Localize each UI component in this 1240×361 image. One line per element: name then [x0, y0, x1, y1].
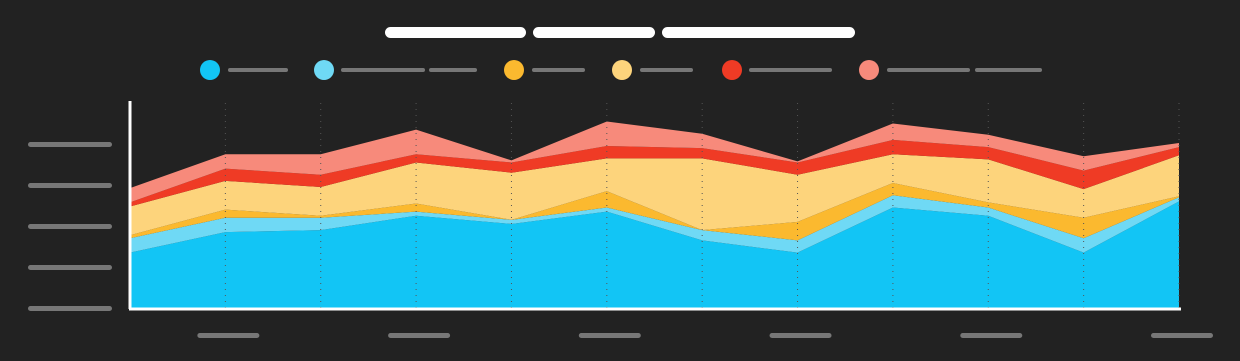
- area: [130, 121, 1179, 203]
- title-placeholder: [662, 27, 855, 38]
- area: [130, 201, 1179, 308]
- y-tick-label-placeholder: [28, 306, 112, 311]
- title-placeholder: [385, 27, 526, 38]
- x-tick-label-placeholder: [197, 333, 260, 338]
- x-tick-label-placeholder: [388, 333, 451, 338]
- legend-swatch: [200, 60, 220, 80]
- legend-swatch: [314, 60, 334, 80]
- legend-label-placeholder: [341, 68, 425, 72]
- legend-label-placeholder: [975, 68, 1042, 72]
- legend-label-placeholder: [429, 68, 477, 72]
- legend-label-placeholder: [228, 68, 288, 72]
- x-tick-label-placeholder: [960, 333, 1023, 338]
- area: [130, 182, 1179, 241]
- x-tick-label-placeholder: [578, 333, 641, 338]
- legend-label-placeholder: [532, 68, 585, 72]
- legend-swatch: [859, 60, 879, 80]
- area: [130, 139, 1179, 207]
- y-tick-label-placeholder: [28, 224, 112, 229]
- legend: [200, 60, 1042, 80]
- legend-swatch: [612, 60, 632, 80]
- legend-label-placeholder: [887, 68, 970, 72]
- x-tick-label-placeholder: [769, 333, 832, 338]
- y-tick-label-placeholder: [28, 183, 112, 188]
- legend-swatch: [504, 60, 524, 80]
- y-tick-label-placeholder: [28, 142, 112, 147]
- y-tick-label-placeholder: [28, 265, 112, 270]
- legend-label-placeholder: [640, 68, 693, 72]
- x-tick-label-placeholder: [1151, 333, 1213, 338]
- legend-swatch: [722, 60, 742, 80]
- plot: [28, 101, 1213, 338]
- legend-label-placeholder: [749, 68, 832, 72]
- title-placeholder: [533, 27, 655, 38]
- area: [130, 154, 1179, 236]
- area: [130, 195, 1179, 253]
